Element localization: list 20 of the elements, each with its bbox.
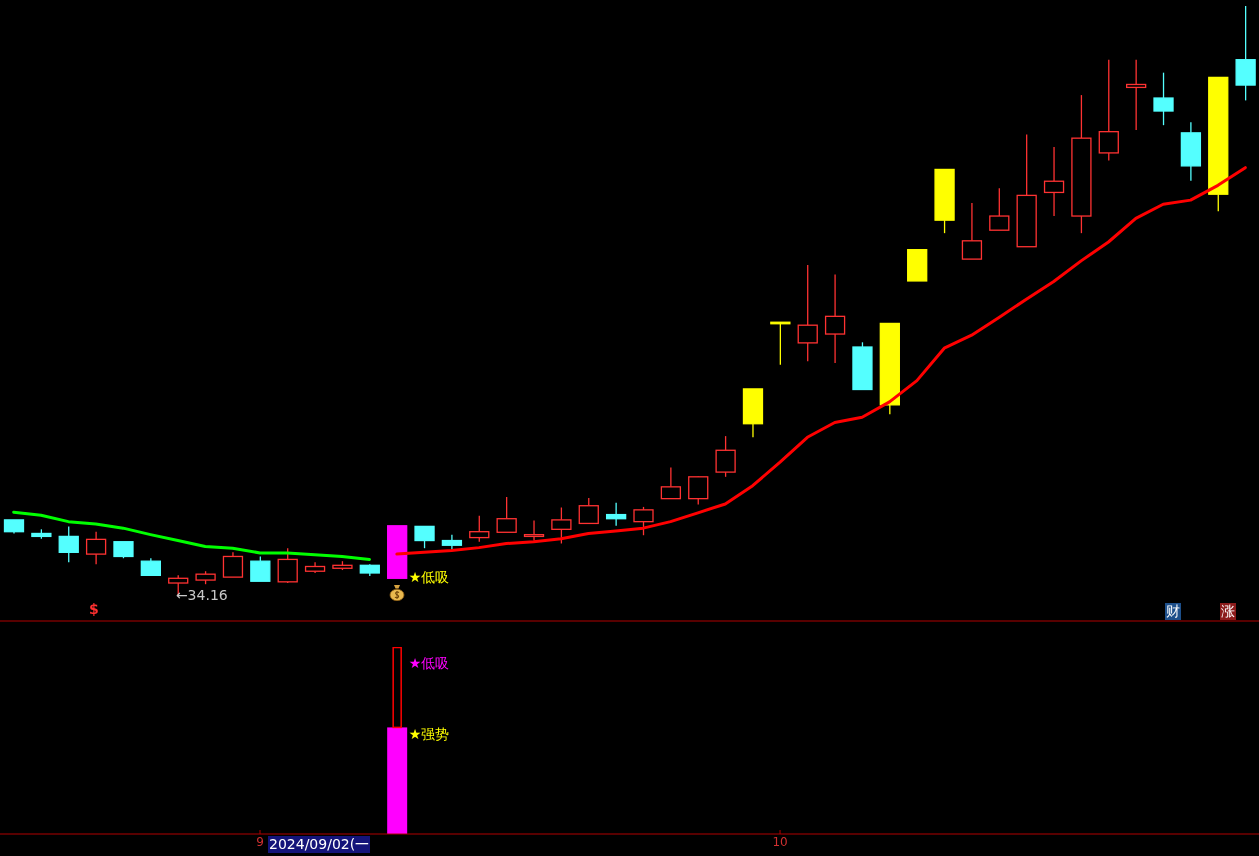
candlestick [1126, 59, 1147, 131]
x-tick-label: 10 [772, 834, 788, 849]
candlestick [523, 519, 545, 542]
annotation: ←34.16 [175, 587, 228, 604]
text: 财 [1165, 603, 1181, 620]
x-tick-label: 9 [256, 834, 264, 849]
annotation: ★强势 [408, 726, 450, 744]
candlestick [605, 502, 627, 527]
candlestick [1180, 121, 1202, 182]
annotation: ★低吸 [408, 569, 450, 587]
candlestick [824, 273, 846, 364]
annotation: ★低吸 [408, 655, 450, 672]
candlestick [85, 531, 107, 565]
candlestick [304, 561, 326, 574]
text: $ [89, 601, 99, 618]
candlestick [441, 533, 463, 551]
candlestick [1043, 146, 1065, 217]
text: 涨 [1220, 603, 1236, 620]
candlestick [797, 264, 818, 362]
text: 2024/09/02(一 [268, 836, 371, 853]
